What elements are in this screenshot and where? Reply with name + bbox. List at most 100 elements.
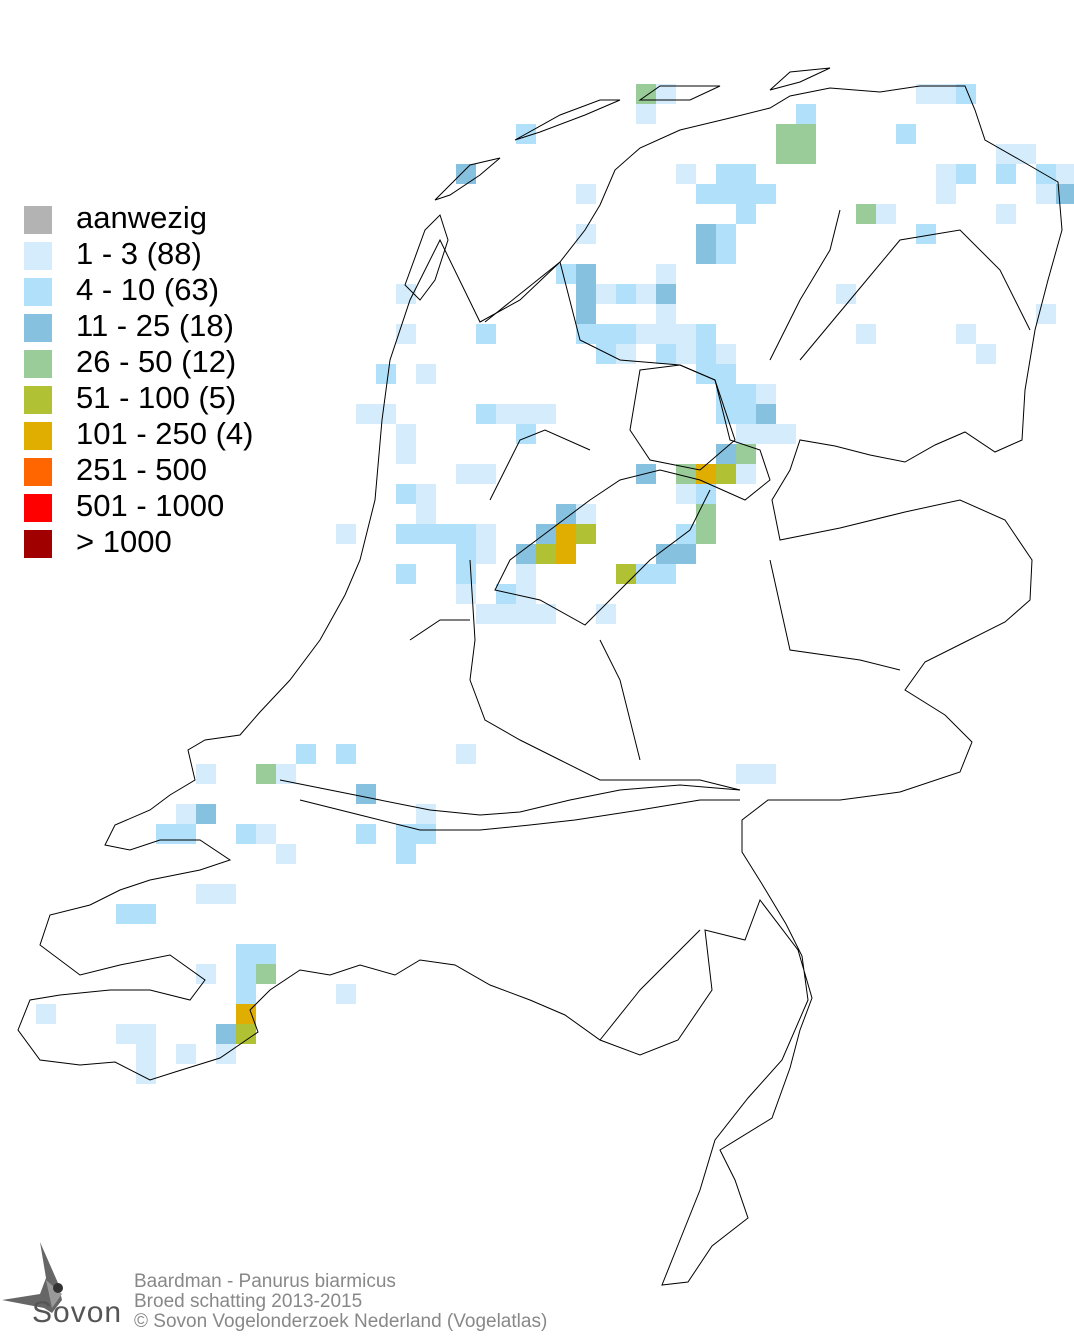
grid-cell (396, 424, 416, 444)
grid-cell (736, 404, 756, 424)
grid-cell (736, 464, 756, 484)
grid-cell (696, 244, 716, 264)
grid-cell (796, 144, 816, 164)
grid-cell (476, 604, 496, 624)
mainland-outline (17, 85, 1063, 1286)
grid-cell (636, 104, 656, 124)
grid-cell (476, 544, 496, 564)
grid-cell (336, 984, 356, 1004)
grid-cell (136, 904, 156, 924)
grid-cell (696, 364, 716, 384)
grid-cell (576, 224, 596, 244)
grid-cell (636, 84, 656, 104)
grid-cell (736, 164, 756, 184)
grid-cell (856, 204, 876, 224)
grid-cell (596, 344, 616, 364)
grid-cell (956, 84, 976, 104)
grid-cell (756, 384, 776, 404)
grid-cell (576, 264, 596, 284)
grid-cell (656, 264, 676, 284)
grid-cell (516, 544, 536, 564)
grid-cell (576, 324, 596, 344)
grid-cell (716, 164, 736, 184)
grid-cell (696, 504, 716, 524)
grid-cell (996, 144, 1016, 164)
grid-cell (416, 524, 436, 544)
legend-swatch (24, 278, 52, 306)
grid-cell (456, 524, 476, 544)
grid-cell (476, 404, 496, 424)
province-border (599, 929, 701, 1041)
grid-cell (396, 844, 416, 864)
grid-cell (416, 504, 436, 524)
grid-cell (216, 1024, 236, 1044)
grid-cell (1056, 164, 1074, 184)
grid-cell (1036, 304, 1056, 324)
grid-cell (716, 444, 736, 464)
grid-cell (256, 964, 276, 984)
grid-cell (456, 164, 476, 184)
legend-label: aanwezig (76, 200, 207, 235)
legend-label: 26 - 50 (12) (76, 344, 237, 379)
grid-cell (696, 184, 716, 204)
grid-cell (176, 824, 196, 844)
grid-cell (496, 404, 516, 424)
grid-cell (656, 544, 676, 564)
grid-cell (996, 204, 1016, 224)
grid-cell (236, 824, 256, 844)
province-border (469, 559, 741, 791)
grid-cell (736, 204, 756, 224)
grid-cell (676, 544, 696, 564)
grid-cell (376, 404, 396, 424)
grid-cell (536, 524, 556, 544)
grid-cell (716, 364, 736, 384)
grid-cell (376, 364, 396, 384)
flevoland-outline (629, 364, 736, 471)
province-border (489, 429, 591, 501)
legend-swatch (24, 422, 52, 450)
grid-cell (716, 344, 736, 364)
grid-cell (236, 1024, 256, 1044)
grid-cell (736, 444, 756, 464)
grid-cell (676, 344, 696, 364)
grid-cell (136, 1024, 156, 1044)
grid-cell (756, 404, 776, 424)
grid-cell (596, 604, 616, 624)
grid-cell (616, 284, 636, 304)
grid-cell (196, 964, 216, 984)
grid-cell (456, 464, 476, 484)
province-border (409, 619, 470, 641)
grid-cell (956, 324, 976, 344)
grid-cell (776, 144, 796, 164)
grid-cell (616, 324, 636, 344)
grid-cell (736, 424, 756, 444)
grid-cell (276, 764, 296, 784)
grid-cell (636, 284, 656, 304)
grid-cell (1016, 144, 1036, 164)
grid-cell (496, 584, 516, 604)
grid-cell (396, 484, 416, 504)
grid-cell (416, 804, 436, 824)
legend-label: 101 - 250 (4) (76, 416, 254, 451)
grid-cell (936, 84, 956, 104)
grid-cell (836, 284, 856, 304)
grid-cell (576, 524, 596, 544)
grid-cell (756, 184, 776, 204)
grid-cell (356, 784, 376, 804)
grid-cell (276, 844, 296, 864)
grid-cell (556, 544, 576, 564)
grid-cell (976, 344, 996, 364)
grid-cell (356, 824, 376, 844)
grid-cell (756, 764, 776, 784)
grid-cell (256, 944, 276, 964)
grid-cell (396, 564, 416, 584)
grid-cell (1056, 184, 1074, 204)
grid-cell (636, 564, 656, 584)
legend-label: 11 - 25 (18) (76, 308, 234, 343)
grid-cell (256, 824, 276, 844)
grid-cell (476, 524, 496, 544)
grid-cell (176, 804, 196, 824)
grid-cell (416, 824, 436, 844)
grid-cell (516, 404, 536, 424)
grid-cell (456, 744, 476, 764)
